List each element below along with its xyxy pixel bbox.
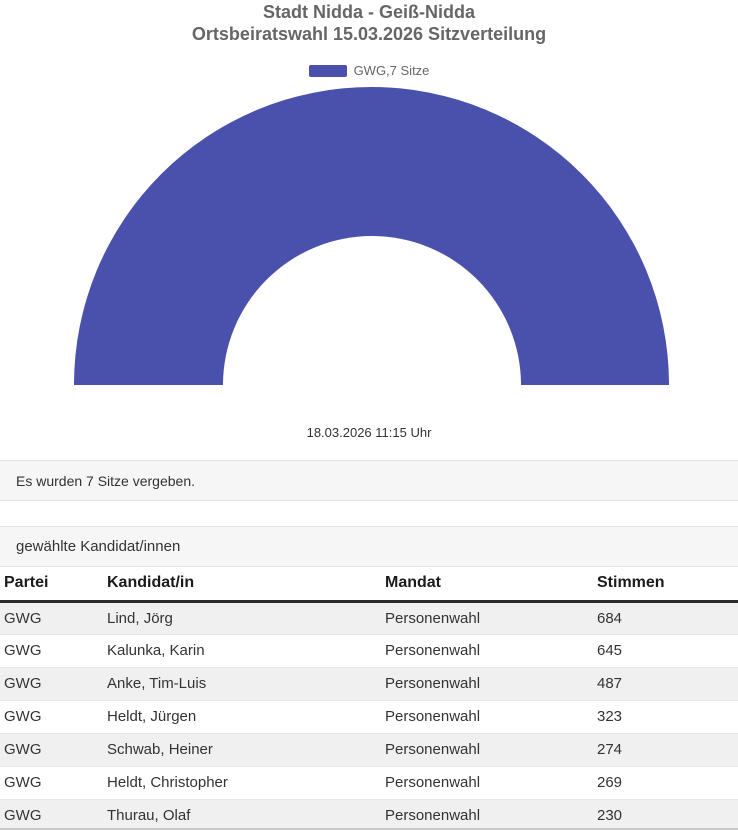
cell-partei: GWG xyxy=(0,799,103,830)
cell-stimmen: 269 xyxy=(593,766,738,800)
cell-mandat: Personenwahl xyxy=(381,766,593,800)
seat-distribution-chart xyxy=(74,87,669,385)
cell-mandat: Personenwahl xyxy=(381,601,593,635)
table-row: GWG Lind, Jörg Personenwahl 684 xyxy=(0,601,738,635)
col-header-kandidat: Kandidat/in xyxy=(103,567,381,603)
cell-mandat: Personenwahl xyxy=(381,733,593,767)
col-header-mandat: Mandat xyxy=(381,567,593,603)
candidates-table-wrap: Partei Kandidat/in Mandat Stimmen GWG Lin… xyxy=(0,567,738,830)
summary-bar: Es wurden 7 Sitze vergeben. xyxy=(0,460,738,501)
cell-kandidat: Schwab, Heiner xyxy=(103,733,381,767)
chart-timestamp: 18.03.2026 11:15 Uhr xyxy=(306,425,432,440)
table-row: GWG Kalunka, Karin Personenwahl 645 xyxy=(0,634,738,668)
cell-mandat: Personenwahl xyxy=(381,667,593,701)
cell-stimmen: 274 xyxy=(593,733,738,767)
cell-mandat: Personenwahl xyxy=(381,799,593,830)
cell-stimmen: 230 xyxy=(593,799,738,830)
cell-partei: GWG xyxy=(0,601,103,635)
donut-hole xyxy=(222,236,521,385)
chart-title-line2: Ortsbeiratswahl 15.03.2026 Sitzverteilun… xyxy=(191,24,547,44)
table-row: GWG Heldt, Jürgen Personenwahl 323 xyxy=(0,700,738,734)
cell-kandidat: Thurau, Olaf xyxy=(103,799,381,830)
section-header-bar: gewählte Kandidat/innen xyxy=(0,526,738,567)
cell-stimmen: 645 xyxy=(593,634,738,668)
cell-kandidat: Lind, Jörg xyxy=(103,601,381,635)
cell-kandidat: Anke, Tim-Luis xyxy=(103,667,381,701)
cell-kandidat: Heldt, Christopher xyxy=(103,766,381,800)
cell-stimmen: 487 xyxy=(593,667,738,701)
summary-text: Es wurden 7 Sitze vergeben. xyxy=(16,472,195,489)
cell-partei: GWG xyxy=(0,733,103,767)
table-header-row: Partei Kandidat/in Mandat Stimmen xyxy=(0,567,738,603)
col-header-stimmen: Stimmen xyxy=(593,567,738,603)
section-title: gewählte Kandidat/innen xyxy=(16,538,181,555)
cell-mandat: Personenwahl xyxy=(381,700,593,734)
candidates-table: Partei Kandidat/in Mandat Stimmen GWG Lin… xyxy=(0,567,738,830)
cell-partei: GWG xyxy=(0,766,103,800)
cell-kandidat: Heldt, Jürgen xyxy=(103,700,381,734)
chart-title-line1: Stadt Nidda - Geiß-Nidda xyxy=(262,2,475,22)
cell-partei: GWG xyxy=(0,700,103,734)
legend-swatch-icon xyxy=(308,64,347,77)
bottom-divider xyxy=(0,828,738,830)
table-row: GWG Schwab, Heiner Personenwahl 274 xyxy=(0,733,738,767)
cell-stimmen: 684 xyxy=(593,601,738,635)
col-header-partei: Partei xyxy=(0,567,103,603)
legend-label: GWG,7 Sitze xyxy=(353,63,430,78)
table-row: GWG Anke, Tim-Luis Personenwahl 487 xyxy=(0,667,738,701)
cell-partei: GWG xyxy=(0,634,103,668)
table-row: GWG Heldt, Christopher Personenwahl 269 xyxy=(0,766,738,800)
cell-partei: GWG xyxy=(0,667,103,701)
table-row: GWG Thurau, Olaf Personenwahl 230 xyxy=(0,799,738,830)
chart-legend: GWG,7 Sitze xyxy=(0,63,738,78)
cell-stimmen: 323 xyxy=(593,700,738,734)
cell-mandat: Personenwahl xyxy=(381,634,593,668)
chart-title: Stadt Nidda - Geiß-Nidda Ortsbeiratswahl… xyxy=(0,1,738,45)
cell-kandidat: Kalunka, Karin xyxy=(103,634,381,668)
